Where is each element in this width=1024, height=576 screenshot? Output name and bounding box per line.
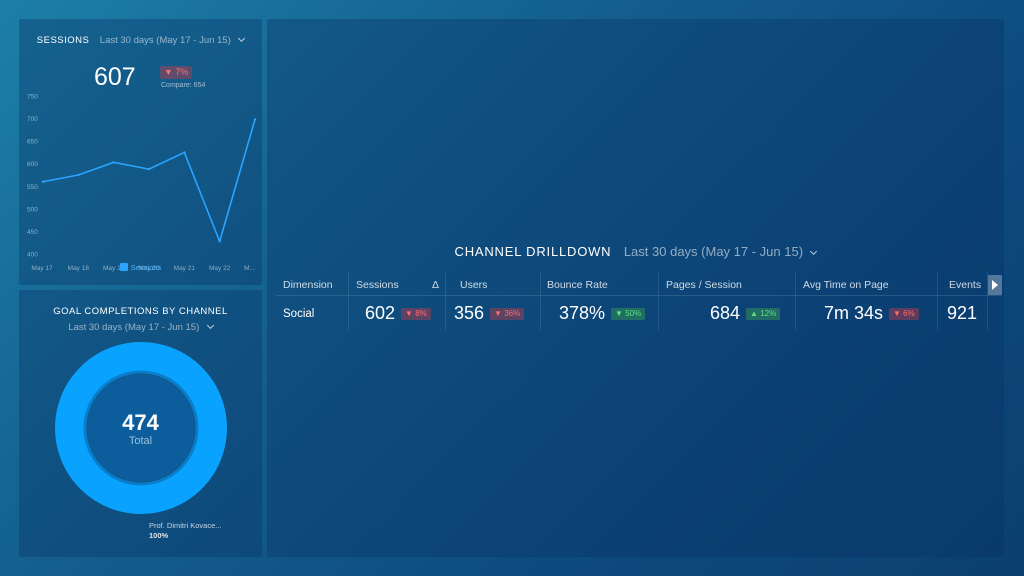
sessions-data-point[interactable] — [112, 161, 115, 164]
goal-completions-widget: GOAL COMPLETIONS BY CHANNEL Last 30 days… — [19, 290, 262, 557]
drilldown-title: CHANNEL DRILLDOWN — [454, 244, 612, 259]
donut-inner-ring — [83, 370, 199, 486]
y-tick-label: 650 — [27, 139, 38, 146]
x-tick-label: May 21 — [174, 265, 196, 272]
sessions-change-badge: ▼ 7% — [160, 66, 193, 79]
col-users[interactable]: Users — [460, 279, 488, 291]
goals-legend-percent: 100% — [149, 531, 169, 540]
chevron-down-icon[interactable] — [206, 321, 214, 330]
pages-change-badge: ▲ 12% — [746, 308, 781, 320]
column-divider — [348, 272, 349, 330]
goals-legend-name: Prof. Dimitri Kovace... — [149, 521, 222, 530]
column-divider — [937, 272, 938, 330]
sessions-value: 607 — [94, 63, 136, 91]
cell-avg-time-value: 7m 34s — [824, 303, 884, 323]
sessions-data-point[interactable] — [183, 151, 186, 154]
cell-users: 356 ▼ 36% — [454, 303, 525, 324]
x-tick-label: M... — [244, 265, 255, 272]
chevron-down-icon[interactable] — [238, 34, 246, 43]
cell-sessions: 602 ▼ 8% — [365, 303, 431, 324]
goals-range-row: Last 30 days (May 17 - Jun 15) — [19, 317, 262, 335]
x-tick-label: May 22 — [209, 265, 231, 272]
y-tick-label: 500 — [27, 206, 38, 213]
cell-pages-session-value: 684 — [710, 303, 741, 323]
col-events[interactable]: Events — [949, 279, 982, 291]
sessions-series-line — [42, 119, 256, 243]
goals-title-row: GOAL COMPLETIONS BY CHANNEL — [19, 301, 262, 319]
goals-total-label: Total — [128, 435, 153, 447]
column-divider — [540, 272, 541, 330]
column-divider — [987, 272, 988, 330]
goals-total-value: 474 — [122, 410, 159, 435]
table-header-row: Dimension Sessions Δ Users Bounce Rate P… — [276, 272, 1002, 330]
y-tick-label: 400 — [27, 252, 38, 259]
col-sessions[interactable]: Sessions — [356, 279, 399, 291]
col-avg-time[interactable]: Avg Time on Page — [803, 279, 889, 291]
x-tick-label: May 19 — [103, 265, 125, 272]
goals-donut-chart — [55, 342, 227, 514]
sessions-data-point[interactable] — [41, 180, 45, 183]
y-tick-label: 450 — [27, 229, 38, 236]
sort-delta-icon[interactable]: Δ — [432, 279, 440, 291]
sessions-header: SESSIONS Last 30 days (May 17 - Jun 15) — [19, 30, 262, 48]
sessions-legend[interactable]: Sessions — [19, 262, 262, 272]
sessions-data-point[interactable] — [218, 240, 221, 243]
users-change-badge: ▼ 36% — [490, 308, 525, 320]
col-pages-session[interactable]: Pages / Session — [666, 279, 742, 291]
cell-sessions-value: 602 — [365, 303, 396, 323]
donut-center — [87, 374, 195, 482]
sessions-data-point[interactable] — [147, 167, 151, 171]
drilldown-header: CHANNEL DRILLDOWN Last 30 days (May 17 -… — [267, 243, 1004, 261]
channel-drilldown-widget: CHANNEL DRILLDOWN Last 30 days (May 17 -… — [267, 19, 1004, 557]
sessions-compare-text: Compare: 654 — [161, 82, 206, 89]
drilldown-table: Dimension Sessions Δ Users Bounce Rate P… — [276, 272, 1002, 331]
bounce-change-badge: ▼ 50% — [611, 308, 646, 320]
column-divider — [658, 272, 659, 330]
cell-bounce-rate-value: 378% — [559, 303, 606, 323]
x-tick-label: May 18 — [68, 265, 90, 272]
y-tick-label: 750 — [27, 94, 38, 101]
sessions-data-point[interactable] — [253, 118, 257, 121]
cell-dimension: Social — [283, 308, 315, 320]
y-tick-label: 700 — [27, 116, 38, 123]
donut-ring — [55, 342, 227, 514]
cell-avg-time: 7m 34s ▼ 6% — [824, 303, 919, 324]
cell-events: 921 — [947, 303, 978, 323]
column-divider — [795, 272, 796, 330]
cell-users-value: 356 — [454, 303, 485, 323]
cell-bounce-rate: 378% ▼ 50% — [559, 303, 646, 324]
scroll-right-button[interactable] — [988, 275, 1002, 295]
x-tick-label: May 20 — [138, 265, 160, 272]
cell-pages-session: 684 ▲ 12% — [710, 303, 781, 324]
checkbox-icon[interactable] — [119, 263, 128, 271]
sessions-title: SESSIONS — [36, 35, 90, 46]
x-tick-label: May 17 — [31, 265, 53, 272]
y-tick-label: 600 — [27, 161, 38, 168]
sessions-date-range-select[interactable]: Last 30 days (May 17 - Jun 15) — [99, 35, 231, 46]
goals-date-range-select[interactable]: Last 30 days (May 17 - Jun 15) — [68, 322, 200, 333]
avg-time-change-badge: ▼ 6% — [889, 308, 919, 320]
sessions-widget: SESSIONS Last 30 days (May 17 - Jun 15) … — [19, 19, 262, 285]
sessions-legend-label: Sessions — [130, 263, 162, 272]
column-divider — [445, 272, 446, 330]
y-tick-label: 550 — [27, 184, 38, 191]
sessions-line-chart: 750 700 650 600 550 500 450 400 May 17 May 18 May … — [27, 94, 257, 272]
col-dimension[interactable]: Dimension — [283, 279, 333, 291]
table-row[interactable]: Social 602 ▼ 8% 356 ▼ 36% 378% ▼ 50% 684 ▲ 1… — [276, 296, 1002, 331]
sessions-change-badge: ▼ 8% — [401, 308, 431, 320]
col-bounce-rate[interactable]: Bounce Rate — [547, 279, 608, 291]
drilldown-date-range-select[interactable]: Last 30 days (May 17 - Jun 15) — [623, 244, 804, 259]
chevron-down-icon[interactable] — [810, 247, 818, 256]
sessions-data-point[interactable] — [77, 173, 80, 177]
goals-title: GOAL COMPLETIONS BY CHANNEL — [53, 306, 228, 317]
